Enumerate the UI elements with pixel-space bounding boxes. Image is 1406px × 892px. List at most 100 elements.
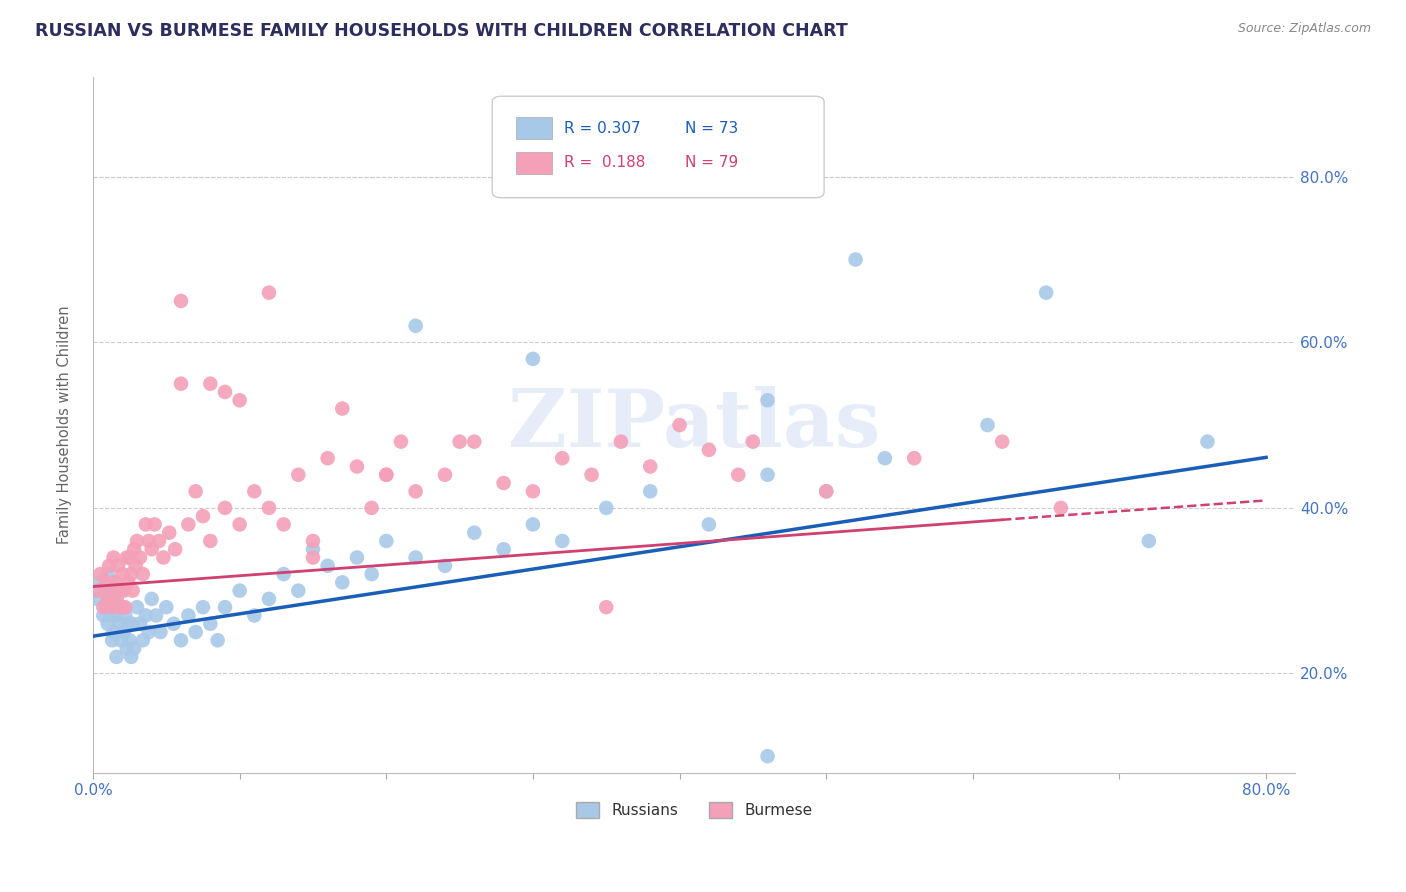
- Point: [86, 591, 108, 606]
- Point: [103, 550, 125, 565]
- Point: [104, 608, 127, 623]
- Point: [346, 459, 368, 474]
- Point: [101, 633, 124, 648]
- Point: [815, 484, 838, 499]
- Point: [110, 600, 132, 615]
- Point: [375, 467, 398, 482]
- Point: [697, 517, 720, 532]
- Point: [449, 434, 471, 449]
- Point: [756, 393, 779, 408]
- Point: [638, 484, 661, 499]
- Point: [138, 533, 160, 548]
- Point: [132, 633, 155, 648]
- FancyBboxPatch shape: [516, 117, 553, 139]
- Text: Source: ZipAtlas.com: Source: ZipAtlas.com: [1237, 22, 1371, 36]
- Point: [93, 583, 115, 598]
- Point: [98, 558, 121, 573]
- Point: [595, 500, 617, 515]
- Point: [101, 575, 124, 590]
- Point: [200, 376, 222, 391]
- Text: N = 73: N = 73: [685, 120, 738, 136]
- Point: [129, 616, 152, 631]
- Point: [330, 575, 353, 590]
- Point: [121, 616, 143, 631]
- Point: [96, 600, 118, 615]
- Point: [433, 467, 456, 482]
- Point: [463, 525, 485, 540]
- Point: [302, 550, 325, 565]
- Point: [257, 285, 280, 300]
- Point: [257, 591, 280, 606]
- Point: [405, 318, 427, 333]
- Point: [595, 600, 617, 615]
- Point: [121, 583, 143, 598]
- Point: [903, 451, 925, 466]
- Point: [287, 583, 309, 598]
- Point: [360, 567, 382, 582]
- Point: [375, 467, 398, 482]
- Text: RUSSIAN VS BURMESE FAMILY HOUSEHOLDS WITH CHILDREN CORRELATION CHART: RUSSIAN VS BURMESE FAMILY HOUSEHOLDS WIT…: [35, 22, 848, 40]
- Point: [302, 533, 325, 548]
- Point: [257, 500, 280, 515]
- Point: [112, 583, 135, 598]
- Point: [405, 550, 427, 565]
- Y-axis label: Family Households with Children: Family Households with Children: [58, 306, 72, 544]
- Point: [727, 467, 749, 482]
- FancyBboxPatch shape: [492, 96, 824, 198]
- Point: [756, 749, 779, 764]
- Point: [141, 542, 163, 557]
- Point: [1137, 533, 1160, 548]
- Point: [697, 442, 720, 457]
- Point: [107, 600, 129, 615]
- Point: [104, 575, 127, 590]
- Point: [135, 517, 157, 532]
- Point: [228, 393, 250, 408]
- Point: [991, 434, 1014, 449]
- Point: [115, 641, 138, 656]
- Point: [114, 600, 136, 615]
- Point: [86, 583, 108, 598]
- Point: [492, 542, 515, 557]
- Point: [844, 252, 866, 267]
- Point: [152, 550, 174, 565]
- Point: [148, 533, 170, 548]
- Point: [1035, 285, 1057, 300]
- Point: [141, 591, 163, 606]
- Point: [114, 608, 136, 623]
- Point: [741, 434, 763, 449]
- Text: ZIPatlas: ZIPatlas: [508, 386, 880, 464]
- Point: [976, 418, 998, 433]
- Point: [105, 649, 128, 664]
- Point: [330, 401, 353, 416]
- Point: [101, 600, 124, 615]
- Point: [118, 550, 141, 565]
- Point: [110, 633, 132, 648]
- Point: [103, 600, 125, 615]
- Point: [100, 583, 122, 598]
- Legend: Russians, Burmese: Russians, Burmese: [571, 796, 818, 824]
- Point: [117, 616, 139, 631]
- Point: [638, 459, 661, 474]
- Point: [145, 608, 167, 623]
- Point: [360, 500, 382, 515]
- Point: [163, 616, 186, 631]
- Point: [98, 591, 121, 606]
- Point: [200, 533, 222, 548]
- Point: [214, 500, 236, 515]
- Point: [405, 484, 427, 499]
- Point: [112, 625, 135, 640]
- Point: [157, 525, 180, 540]
- Point: [89, 575, 111, 590]
- Point: [551, 533, 574, 548]
- Point: [132, 567, 155, 582]
- Point: [91, 600, 114, 615]
- Point: [581, 467, 603, 482]
- Point: [170, 376, 193, 391]
- Point: [756, 467, 779, 482]
- Point: [243, 608, 266, 623]
- Point: [177, 517, 200, 532]
- Point: [184, 625, 207, 640]
- Point: [668, 418, 690, 433]
- Point: [122, 641, 145, 656]
- Text: R =  0.188: R = 0.188: [564, 155, 645, 170]
